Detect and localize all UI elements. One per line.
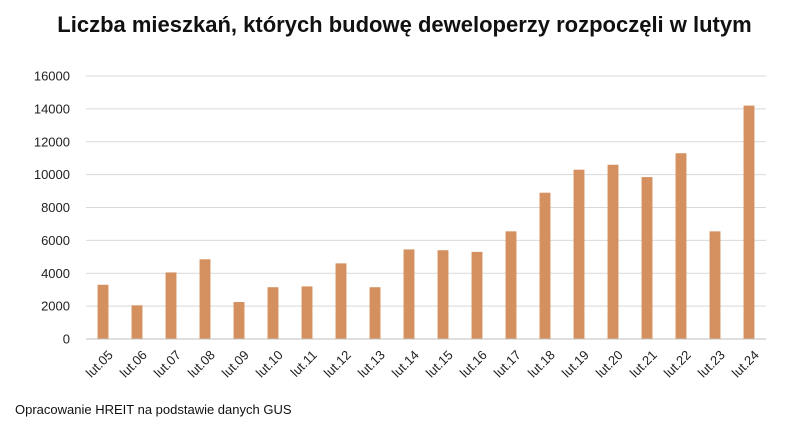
bar-lut.12 bbox=[335, 263, 347, 339]
bar-lut.09 bbox=[233, 302, 245, 339]
y-tick-label: 10000 bbox=[34, 167, 70, 182]
bar-lut.20 bbox=[607, 164, 619, 339]
gridlines bbox=[86, 75, 766, 307]
x-tick-label: lut.12 bbox=[321, 347, 354, 380]
x-tick-label: lut.17 bbox=[491, 347, 524, 380]
bar-lut.14 bbox=[403, 249, 415, 339]
y-tick-label: 2000 bbox=[41, 299, 70, 314]
x-tick-label: lut.14 bbox=[389, 347, 422, 380]
bar-lut.07 bbox=[165, 272, 177, 339]
x-tick-label: lut.24 bbox=[729, 347, 762, 380]
bar-lut.24 bbox=[743, 105, 755, 340]
y-tick-label: 8000 bbox=[41, 200, 70, 215]
x-tick-label: lut.18 bbox=[525, 347, 558, 380]
x-tick-label: lut.15 bbox=[423, 347, 456, 380]
x-axis-ticks: lut.05 lut.06 lut.07 lut.08 lut.09 lut.10 lut.… bbox=[83, 347, 762, 380]
bar-lut.23 bbox=[709, 231, 721, 339]
x-tick-label: lut.16 bbox=[457, 347, 490, 380]
bars bbox=[97, 105, 755, 340]
bar-lut.06 bbox=[131, 305, 143, 339]
x-tick-label: lut.19 bbox=[559, 347, 592, 380]
x-tick-label: lut.09 bbox=[219, 347, 252, 380]
y-axis-ticks: 0 2000 4000 6000 8000 10000 12000 14000 16000 bbox=[34, 69, 70, 347]
bar-lut.10 bbox=[267, 287, 279, 339]
x-tick-label: lut.05 bbox=[83, 347, 116, 380]
x-tick-label: lut.21 bbox=[627, 347, 660, 380]
bar-lut.15 bbox=[437, 250, 449, 339]
x-tick-label: lut.11 bbox=[287, 347, 319, 379]
bar-lut.16 bbox=[471, 251, 483, 339]
y-tick-label: 0 bbox=[63, 332, 70, 347]
x-tick-label: lut.13 bbox=[355, 347, 388, 380]
x-tick-label: lut.22 bbox=[661, 347, 694, 380]
y-tick-label: 12000 bbox=[34, 134, 70, 149]
bar-lut.21 bbox=[641, 177, 653, 339]
bar-lut.18 bbox=[539, 192, 551, 339]
x-tick-label: lut.23 bbox=[695, 347, 728, 380]
bar-lut.22 bbox=[675, 153, 687, 339]
bar-lut.17 bbox=[505, 231, 517, 339]
bar-lut.05 bbox=[97, 284, 109, 339]
x-tick-label: lut.07 bbox=[151, 347, 184, 380]
y-tick-label: 14000 bbox=[34, 101, 70, 116]
bar-lut.19 bbox=[573, 169, 585, 339]
source-note: Opracowanie HREIT na podstawie danych GU… bbox=[15, 402, 292, 417]
bar-lut.08 bbox=[199, 259, 211, 339]
x-tick-label: lut.20 bbox=[593, 347, 626, 380]
x-tick-label: lut.08 bbox=[185, 347, 218, 380]
x-tick-label: lut.06 bbox=[117, 347, 150, 380]
y-tick-label: 4000 bbox=[41, 266, 70, 281]
bar-lut.13 bbox=[369, 287, 381, 339]
y-tick-label: 16000 bbox=[34, 69, 70, 84]
y-tick-label: 6000 bbox=[41, 233, 70, 248]
bar-chart: 0 2000 4000 6000 8000 10000 12000 14000 16000 lu… bbox=[34, 69, 766, 380]
bar-lut.11 bbox=[301, 286, 313, 339]
x-tick-label: lut.10 bbox=[253, 347, 286, 380]
chart-title: Liczba mieszkań, których budowę dewelope… bbox=[57, 12, 752, 37]
